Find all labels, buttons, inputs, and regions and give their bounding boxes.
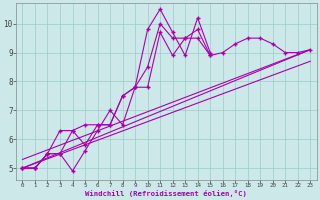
X-axis label: Windchill (Refroidissement éolien,°C): Windchill (Refroidissement éolien,°C) <box>85 190 247 197</box>
